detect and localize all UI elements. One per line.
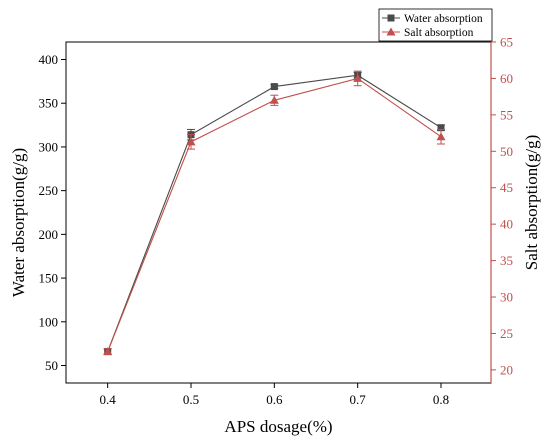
x-axis: 0.4 0.5 0.6 0.7 0.8 [100,383,449,407]
right-tick-label: 25 [500,326,513,341]
legend-item-salt-absorption: Salt absorption [382,27,474,39]
legend-triangle-marker [386,27,396,36]
legend-item-water-absorption: Water absorption [382,13,483,25]
right-y-axis-title: Salt absorption(g/g) [522,135,541,271]
left-tick-label: 350 [39,96,59,111]
data-point-triangle [353,73,363,82]
legend: Water absorption Salt absorption [378,8,493,42]
data-point-square [270,83,278,91]
plot-frame [65,41,492,384]
legend-label-water-absorption: Water absorption [404,13,483,25]
x-tick-label: 0.7 [350,392,367,407]
right-tick-label: 50 [500,144,513,159]
left-y-axis-title: Water absorption(g/g) [9,148,28,297]
right-tick-label: 60 [500,71,513,86]
right-y-axis: 20 25 30 35 40 45 50 55 60 65 [490,35,513,383]
x-tick-label: 0.6 [266,392,283,407]
left-tick-label: 400 [39,52,59,67]
left-tick-label: 100 [39,314,59,329]
data-point-square [437,124,445,132]
legend-square-marker [387,14,395,22]
left-tick-label: 150 [39,271,59,286]
series-line [107,77,442,352]
legend-label-salt-absorption: Salt absorption [404,27,474,39]
left-tick-label: 50 [45,358,58,373]
right-tick-label: 35 [500,253,513,268]
right-tick-label: 20 [500,362,513,377]
left-tick-label: 200 [39,227,59,242]
right-tick-label: 65 [500,35,513,50]
legend-box [378,8,493,42]
series-salt-absorption [103,70,446,356]
series-line [107,74,442,352]
x-axis-title: APS dosage(%) [224,417,332,436]
left-y-axis: 50 100 150 200 250 300 350 400 [39,52,66,373]
x-tick-label: 0.8 [433,392,449,407]
right-tick-label: 45 [500,180,513,195]
right-tick-label: 40 [500,217,513,232]
series-water-absorption [103,71,445,356]
series-layer [103,70,446,356]
x-tick-label: 0.5 [183,392,199,407]
data-point-triangle [436,132,446,141]
right-tick-label: 30 [500,290,513,305]
left-tick-label: 300 [39,139,59,154]
data-point-triangle [103,347,113,356]
data-point-triangle [186,137,196,146]
left-tick-label: 250 [39,183,59,198]
right-tick-label: 55 [500,107,513,122]
x-tick-label: 0.4 [100,392,117,407]
data-point-triangle [269,95,279,104]
